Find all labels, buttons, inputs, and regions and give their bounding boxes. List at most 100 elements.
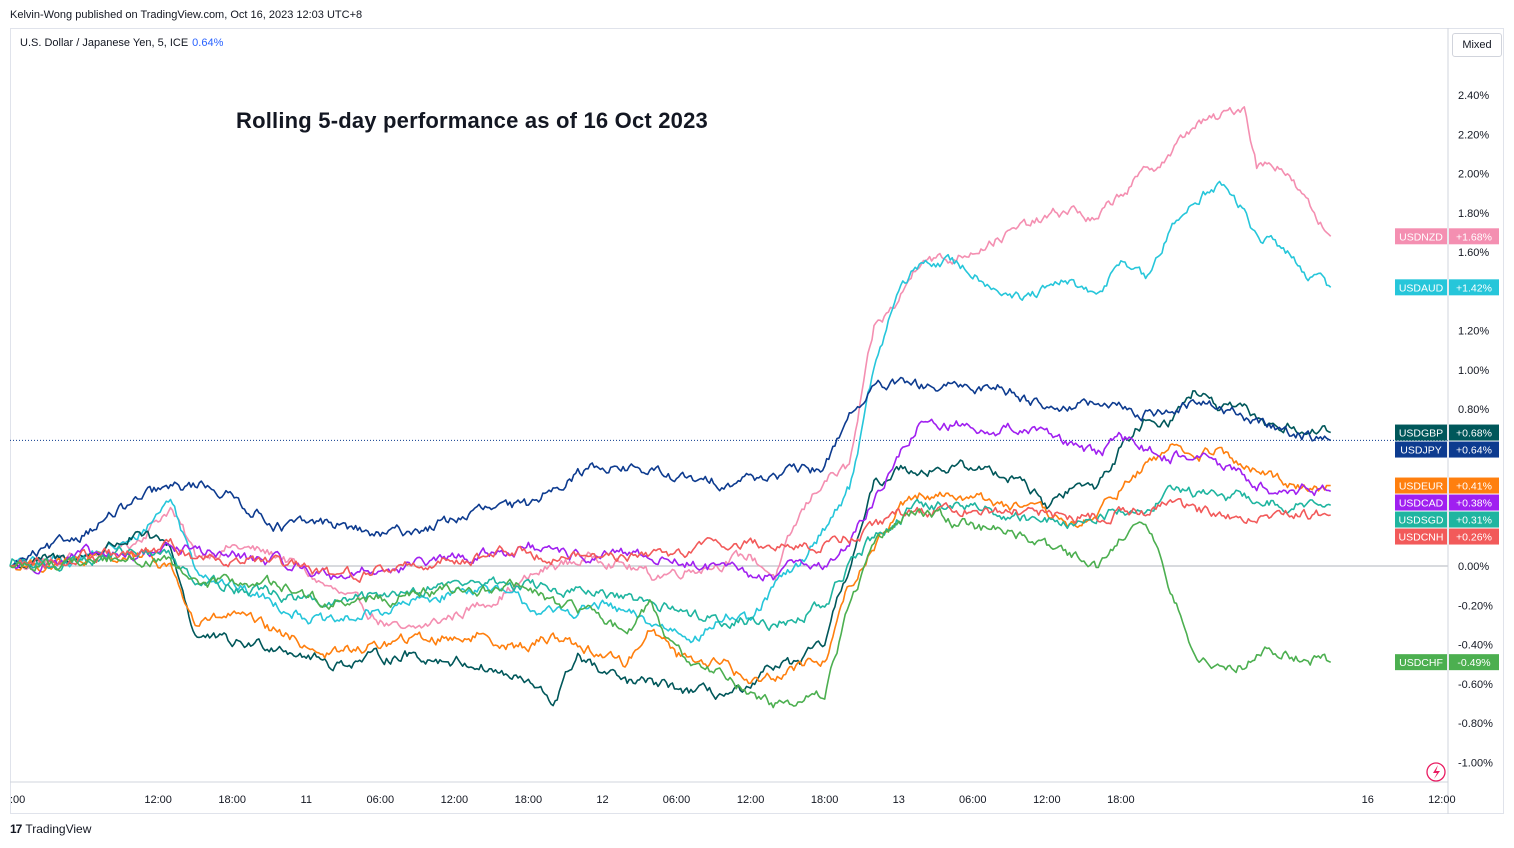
badge-value-bg <box>1449 477 1499 494</box>
tradingview-logo[interactable]: 17 TradingView <box>10 822 91 836</box>
publish-line: Kelvin-Wong published on TradingView.com… <box>10 9 363 21</box>
badge-usdjpy: USDJPY +0.64% <box>1395 441 1499 458</box>
badge-series-value: +0.68% <box>1456 428 1492 440</box>
badge-usdgbp: USDGBP +0.68% <box>1395 424 1499 441</box>
symbol-name: U.S. Dollar / Japanese Yen, 5, ICE <box>20 37 189 49</box>
x-tick-label: 12:00 <box>1428 794 1456 806</box>
badge-series-value: +0.41% <box>1456 481 1492 493</box>
badge-name-bg <box>1395 441 1447 458</box>
badge-name-bg <box>1395 511 1447 528</box>
x-tick-label: 12:00 <box>737 794 765 806</box>
badge-value-bg <box>1449 424 1499 441</box>
badge-series-name: USDSGD <box>1399 515 1444 527</box>
lightning-icon[interactable] <box>1426 762 1446 782</box>
x-tick-label: 18:00 <box>811 794 839 806</box>
y-tick-label: -0.60% <box>1458 679 1493 691</box>
y-tick-label: -0.40% <box>1458 640 1493 652</box>
y-tick-label: -0.20% <box>1458 600 1493 612</box>
badge-series-name: USDGBP <box>1399 428 1443 440</box>
series-line-usdjpy <box>9 376 1332 568</box>
y-tick-label: 0.00% <box>1458 561 1489 573</box>
badge-name-bg <box>1395 477 1447 494</box>
x-tick-label: 18:00 <box>218 794 246 806</box>
reference-lines <box>10 439 1448 567</box>
badge-name-bg <box>1395 528 1447 545</box>
y-tick-label: -0.80% <box>1458 718 1493 730</box>
badge-series-name: USDCHF <box>1399 657 1443 669</box>
x-tick-label: 12:00 <box>144 794 172 806</box>
y-tick-label: 2.20% <box>1458 129 1489 141</box>
x-tick-label: 06:00 <box>663 794 691 806</box>
series-line-usdgbp <box>9 390 1331 707</box>
series-line-usdsgd <box>9 484 1331 632</box>
y-tick-label: 1.20% <box>1458 326 1489 338</box>
badge-value-bg <box>1449 511 1499 528</box>
badge-usdcad: USDCAD +0.38% <box>1395 494 1499 511</box>
badge-name-bg <box>1395 494 1447 511</box>
symbol-legend[interactable]: U.S. Dollar / Japanese Yen, 5, ICE 0.64% <box>20 37 223 49</box>
badge-usdchf: USDCHF -0.49% <box>1395 654 1499 671</box>
badge-series-value: +0.31% <box>1456 515 1492 527</box>
x-tick-label: 12:00 <box>441 794 469 806</box>
x-tick-label: 16 <box>1362 794 1374 806</box>
series-line-usdeur <box>9 443 1331 685</box>
badge-series-value: +0.64% <box>1456 445 1492 457</box>
badge-name-bg <box>1395 279 1447 296</box>
badge-series-value: +0.38% <box>1456 498 1492 510</box>
x-tick-label: 18:00 <box>1107 794 1135 806</box>
badge-name-bg <box>1395 228 1447 245</box>
x-tick-label: 06:00 <box>959 794 987 806</box>
y-tick-label: -1.00% <box>1458 757 1493 769</box>
y-axis[interactable]: 2.40% 2.20% 2.00% 1.80% 1.60% 1.20% 1.00% 0.80%… <box>1447 28 1493 814</box>
symbol-change: 0.64% <box>192 37 224 49</box>
badge-series-value: -0.49% <box>1457 657 1490 669</box>
tradingview-mark-icon: 17 <box>10 822 22 836</box>
badge-value-bg <box>1449 528 1499 545</box>
brand-name: TradingView <box>25 822 92 836</box>
badge-usdeur: USDEUR +0.41% <box>1395 477 1499 494</box>
badge-series-name: USDCAD <box>1399 498 1444 510</box>
badge-series-name: USDAUD <box>1399 282 1444 294</box>
x-tick-label: 18:00 <box>515 794 543 806</box>
chart-title: Rolling 5-day performance as of 16 Oct 2… <box>236 108 708 133</box>
series-line-usdcnh <box>9 497 1331 584</box>
x-tick-label: 06:00 <box>367 794 395 806</box>
badge-usdsgd: USDSGD +0.31% <box>1395 511 1499 528</box>
x-axis[interactable]: :00 12:00 18:00 11 06:00 12:00 18:00 12 06:00 12:… <box>10 781 1456 806</box>
series-line-usdnzd <box>9 106 1332 630</box>
badge-usdnzd: USDNZD +1.68% <box>1395 228 1499 245</box>
badge-series-name: USDCNH <box>1399 532 1444 544</box>
badge-name-bg <box>1395 424 1447 441</box>
scale-mode-button[interactable]: Mixed <box>1452 33 1502 57</box>
badge-series-name: USDNZD <box>1399 231 1443 243</box>
y-tick-label: 1.60% <box>1458 247 1489 259</box>
y-tick-label: 2.40% <box>1458 90 1489 102</box>
badge-series-name: USDJPY <box>1400 445 1441 457</box>
series-badges: USDNZD +1.68%USDAUD +1.42%USDGBP +0.68%USDJ… <box>1395 228 1499 671</box>
series-line-usdcad <box>9 418 1332 582</box>
badge-series-value: +0.26% <box>1456 532 1492 544</box>
badge-usdaud: USDAUD +1.42% <box>1395 279 1499 296</box>
x-tick-label: 12:00 <box>1033 794 1061 806</box>
series-layer <box>9 106 1332 709</box>
y-tick-label: 1.80% <box>1458 208 1489 220</box>
badge-value-bg <box>1449 279 1499 296</box>
x-tick-label: 11 <box>301 794 312 806</box>
badge-value-bg <box>1449 441 1499 458</box>
series-line-usdchf <box>9 507 1331 709</box>
y-tick-label: 0.80% <box>1458 404 1489 416</box>
chart-frame <box>10 28 1504 814</box>
x-tick-label: 13 <box>893 794 905 806</box>
badge-value-bg <box>1449 654 1499 671</box>
x-tick-label: 12 <box>596 794 608 806</box>
badge-series-name: USDEUR <box>1399 481 1444 493</box>
y-tick-label: 1.00% <box>1458 365 1489 377</box>
x-tick-label: :00 <box>10 794 25 806</box>
badge-series-value: +1.68% <box>1456 231 1492 243</box>
y-tick-label: 2.00% <box>1458 169 1489 181</box>
badge-usdcnh: USDCNH +0.26% <box>1395 528 1499 545</box>
badge-series-value: +1.42% <box>1456 282 1492 294</box>
badge-value-bg <box>1449 228 1499 245</box>
badge-name-bg <box>1395 654 1447 671</box>
